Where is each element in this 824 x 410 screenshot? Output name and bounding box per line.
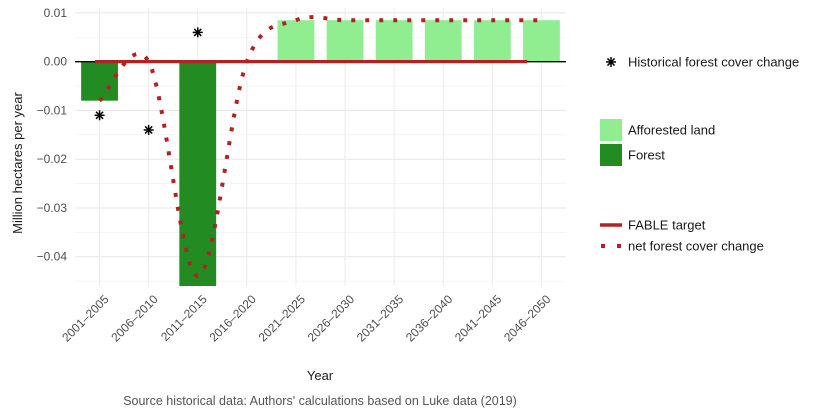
legend-key-forest <box>600 144 622 166</box>
historical-points <box>94 27 203 135</box>
x-tick-label: 2016–2020 <box>207 292 260 345</box>
bar-afforested-land <box>523 20 560 62</box>
x-tick-label: 2026–2030 <box>305 292 358 345</box>
y-tick-label: −0.03 <box>37 201 68 215</box>
y-tick-labels: 0.01 0.00 −0.01 −0.02 −0.03 −0.04 <box>37 6 68 264</box>
legend-label: Historical forest cover change <box>628 55 799 70</box>
x-tick-label: 2036–2040 <box>403 292 456 345</box>
x-tick-label: 2001–2005 <box>59 292 112 345</box>
bar-afforested-land <box>424 20 462 62</box>
legend: Historical forest cover change Afforested… <box>600 55 799 254</box>
historical-point <box>94 110 105 121</box>
x-axis-label: Year <box>307 368 334 383</box>
bar-afforested-land <box>473 20 511 62</box>
bars <box>81 20 560 286</box>
legend-label: FABLE target <box>628 218 706 233</box>
legend-key-afforested-land <box>600 119 622 141</box>
legend-label: net forest cover change <box>628 239 764 254</box>
y-tick-label: −0.04 <box>37 250 68 264</box>
series-lines <box>75 15 566 279</box>
historical-point <box>192 27 203 38</box>
bar-forest <box>81 61 118 101</box>
y-axis-label: Million hectares per year <box>10 92 25 234</box>
x-tick-label: 2011–2015 <box>158 292 210 344</box>
historical-point <box>143 124 154 135</box>
x-tick-label: 2006–2010 <box>108 292 161 345</box>
x-tick-labels: 2001–20052006–20102011–20152016–20202021… <box>59 292 554 345</box>
legend-label: Afforested land <box>628 123 715 138</box>
y-tick-label: 0.00 <box>44 55 68 69</box>
x-tick-label: 2046–2050 <box>501 292 554 345</box>
legend-key-historical <box>606 57 616 67</box>
bar-afforested-land <box>375 20 413 62</box>
x-tick-label: 2041–2045 <box>452 292 505 345</box>
y-tick-label: 0.01 <box>44 6 68 20</box>
bar-afforested-land <box>277 20 315 62</box>
y-tick-label: −0.02 <box>37 152 68 166</box>
x-tick-label: 2021–2025 <box>256 292 309 345</box>
asterisk-stroke <box>193 28 202 37</box>
chart-caption: Source historical data: Authors' calcula… <box>123 394 517 408</box>
asterisk-stroke <box>95 111 104 120</box>
bar-afforested-land <box>326 20 364 62</box>
y-tick-label: −0.01 <box>37 103 68 117</box>
gridlines <box>75 8 566 286</box>
legend-label: Forest <box>628 148 665 163</box>
x-tick-label: 2031–2035 <box>354 292 407 345</box>
asterisk-stroke <box>144 125 153 134</box>
asterisk-stroke <box>606 57 616 67</box>
